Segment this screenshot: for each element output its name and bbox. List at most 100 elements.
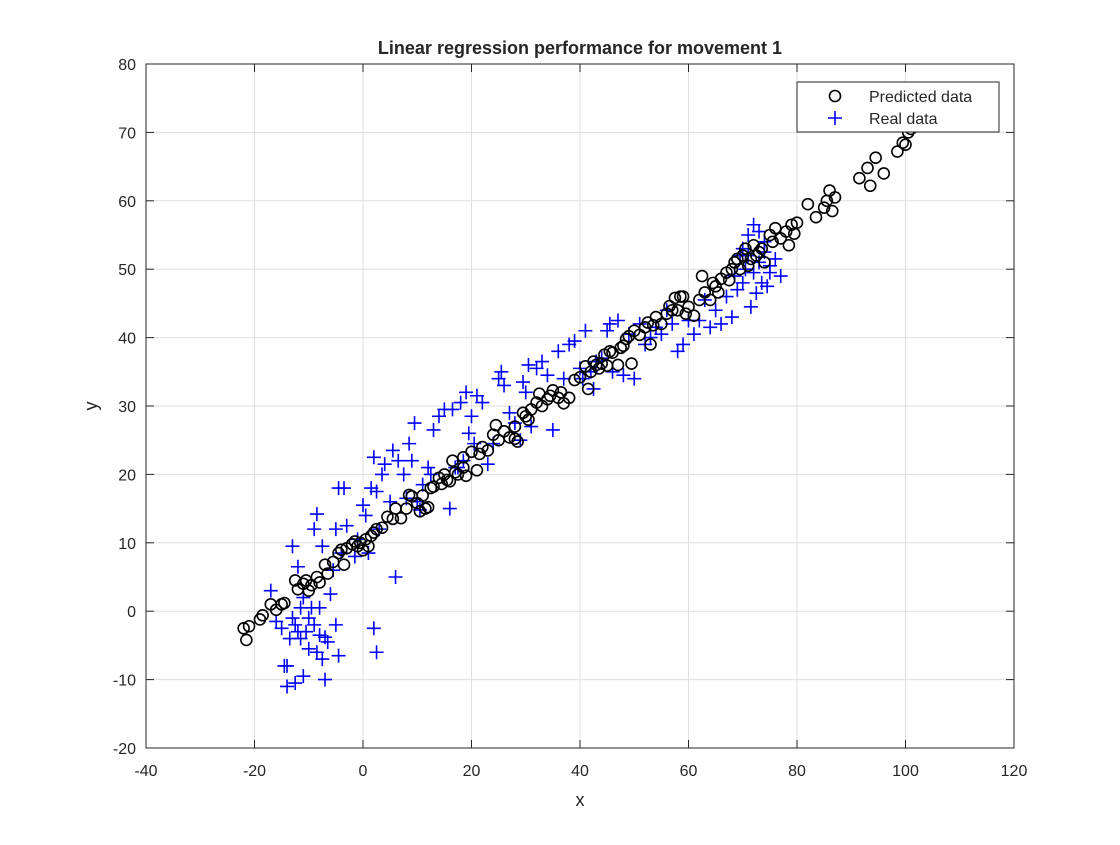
data-series	[237, 122, 918, 694]
predicted-point	[869, 151, 882, 165]
chart-title: Linear regression performance for moveme…	[378, 38, 782, 58]
predicted-point	[508, 432, 522, 446]
predicted-point	[896, 136, 910, 149]
predicted-point	[237, 621, 250, 635]
real-point	[315, 539, 330, 554]
real-point	[328, 617, 343, 632]
real-point	[374, 467, 389, 482]
x-tick-label: 120	[1001, 763, 1028, 780]
real-point	[464, 409, 479, 424]
y-tick-label: 20	[118, 467, 136, 484]
y-axis-label: y	[81, 402, 101, 411]
real-point	[263, 583, 278, 598]
predicted-point	[459, 469, 473, 483]
real-point	[494, 364, 509, 379]
predicted-point	[443, 474, 457, 488]
predicted-point	[617, 339, 630, 353]
real-point	[610, 313, 625, 328]
real-point	[301, 641, 316, 656]
real-point	[358, 508, 373, 523]
predicted-point	[768, 221, 782, 235]
real-point	[445, 402, 460, 417]
predicted-point	[511, 435, 524, 448]
real-point	[602, 316, 617, 331]
real-point	[320, 634, 335, 649]
legend-circle-marker	[828, 89, 842, 103]
predicted-point	[782, 238, 796, 252]
real-point	[307, 522, 322, 537]
predicted-point	[752, 245, 766, 259]
predicted-point	[755, 242, 769, 255]
real-point	[369, 645, 384, 660]
y-tick-label: 30	[118, 399, 136, 416]
predicted-point	[370, 522, 383, 536]
predicted-point	[278, 596, 291, 610]
real-point	[402, 436, 417, 451]
predicted-point	[381, 510, 394, 524]
predicted-point	[801, 197, 815, 211]
real-point	[369, 484, 384, 499]
predicted-point	[240, 633, 253, 647]
real-point	[288, 676, 303, 691]
predicted-point	[446, 454, 459, 468]
predicted-point	[321, 567, 335, 580]
real-point	[578, 323, 593, 338]
predicted-point	[736, 249, 750, 262]
real-point	[600, 323, 615, 338]
predicted-point	[766, 235, 779, 249]
x-tick-label: -20	[243, 763, 266, 780]
real-point	[323, 587, 338, 602]
real-point	[475, 395, 490, 410]
predicted-point	[646, 318, 660, 332]
real-point	[524, 419, 539, 434]
predicted-point	[899, 138, 912, 152]
real-point	[768, 251, 783, 266]
real-point	[459, 385, 474, 400]
real-point	[385, 443, 400, 458]
real-point	[516, 375, 531, 390]
y-tick-label: 10	[118, 536, 136, 553]
real-point	[356, 498, 370, 513]
real-point	[521, 357, 536, 372]
real-point	[551, 344, 566, 359]
predicted-point	[473, 447, 486, 461]
predicted-point	[712, 286, 725, 299]
real-point	[366, 621, 381, 636]
predicted-point	[242, 619, 256, 633]
real-point	[545, 422, 560, 437]
predicted-point	[676, 290, 690, 303]
predicted-point	[785, 218, 798, 232]
legend-box	[796, 81, 1000, 133]
predicted-point	[877, 167, 891, 180]
real-point	[274, 621, 289, 636]
legend-label: Predicted data	[869, 89, 972, 106]
real-point	[280, 658, 295, 673]
predicted-point	[465, 445, 478, 459]
real-point	[315, 652, 330, 667]
real-point	[453, 395, 468, 410]
predicted-point	[665, 303, 679, 317]
predicted-point	[400, 502, 413, 515]
real-point	[686, 327, 701, 342]
real-point	[421, 460, 436, 475]
legend-plus-marker	[828, 111, 842, 125]
real-point	[575, 371, 590, 386]
legend[interactable]: Predicted data Real data	[796, 81, 1000, 133]
real-point	[288, 617, 303, 632]
predicted-point	[581, 382, 595, 396]
predicted-point	[853, 171, 866, 185]
predicted-point	[619, 332, 633, 346]
predicted-point	[256, 609, 269, 622]
predicted-data-series	[237, 122, 918, 647]
real-point	[285, 539, 300, 554]
predicted-point	[758, 256, 771, 269]
predicted-point	[644, 338, 657, 351]
real-point	[773, 269, 788, 284]
predicted-point	[655, 317, 668, 331]
real-point	[331, 648, 346, 663]
real-point	[290, 559, 305, 574]
predicted-point	[825, 204, 839, 218]
y-tick-label: 0	[127, 604, 136, 621]
predicted-point	[733, 262, 747, 276]
